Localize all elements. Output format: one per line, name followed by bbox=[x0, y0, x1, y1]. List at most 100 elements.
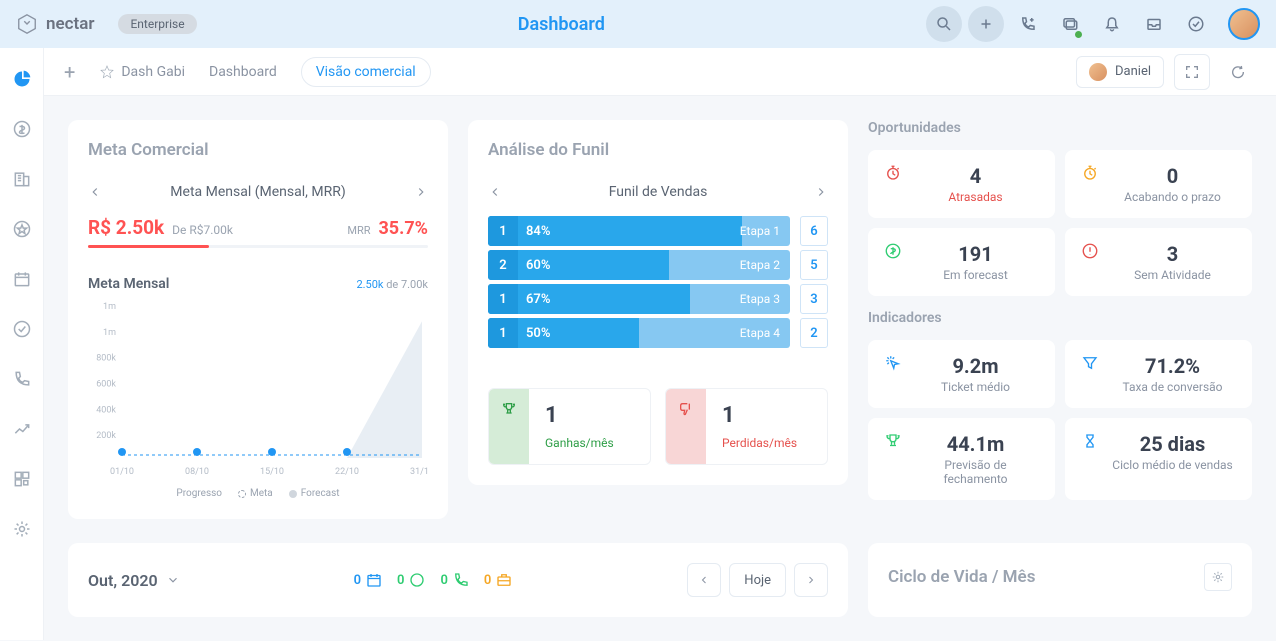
tab-dash-gabi[interactable]: Dash Gabi bbox=[99, 64, 185, 80]
sidebar-item-star[interactable] bbox=[11, 218, 33, 240]
stat-card[interactable]: 191 Em forecast bbox=[868, 228, 1055, 296]
svg-text:400k: 400k bbox=[96, 405, 116, 415]
calendar-stat: 0 bbox=[354, 571, 383, 589]
sidebar-item-money[interactable] bbox=[11, 118, 33, 140]
losses-card: 1 Perdidas/mês bbox=[665, 388, 828, 465]
sidebar-item-settings[interactable] bbox=[11, 518, 33, 540]
funnel-count: 2 bbox=[800, 318, 828, 348]
plus-icon bbox=[977, 15, 995, 33]
stat-label: Acabando o prazo bbox=[1109, 190, 1236, 204]
sidebar-item-dashboard[interactable] bbox=[11, 68, 33, 90]
section-title-indicators: Indicadores bbox=[868, 310, 1252, 326]
funnel-bar-num: 1 bbox=[488, 216, 518, 246]
svg-text:1m: 1m bbox=[103, 302, 116, 312]
stopwatch-icon bbox=[884, 164, 902, 182]
user-avatar[interactable] bbox=[1228, 8, 1260, 40]
search-icon bbox=[935, 15, 953, 33]
funnel-bar[interactable]: 1 50% Etapa 4 bbox=[488, 318, 790, 348]
funnel-count: 5 bbox=[800, 250, 828, 280]
svg-text:31/10: 31/10 bbox=[410, 467, 428, 477]
win-lose-row: 1 Ganhas/mês 1 Perdidas/mês bbox=[488, 388, 828, 465]
prev-button[interactable] bbox=[687, 563, 721, 597]
enterprise-badge: Enterprise bbox=[118, 14, 196, 34]
today-button[interactable]: Hoje bbox=[729, 563, 786, 597]
refresh-button[interactable] bbox=[1220, 54, 1256, 90]
meta-comercial-card: Meta Comercial Meta Mensal (Mensal, MRR)… bbox=[68, 120, 448, 519]
funnel-bar[interactable]: 1 84% Etapa 1 bbox=[488, 216, 790, 246]
sidebar-item-analytics[interactable] bbox=[11, 418, 33, 440]
stat-value: 9.2m bbox=[912, 354, 1039, 378]
chevron-right-icon[interactable] bbox=[814, 185, 828, 199]
sidebar-item-calendar[interactable] bbox=[11, 268, 33, 290]
lifecycle-settings-button[interactable] bbox=[1204, 563, 1232, 591]
stat-value: 71.2% bbox=[1109, 354, 1236, 378]
stat-card[interactable]: 0 Acabando o prazo bbox=[1065, 150, 1252, 218]
chevron-left-icon[interactable] bbox=[88, 185, 102, 199]
svg-text:15/10: 15/10 bbox=[260, 467, 284, 477]
sidebar-item-calls[interactable] bbox=[11, 368, 33, 390]
meta-selector[interactable]: Meta Mensal (Mensal, MRR) bbox=[88, 176, 428, 216]
stat-card[interactable]: 4 Atrasadas bbox=[868, 150, 1055, 218]
trophy-icon bbox=[884, 432, 902, 450]
funnel-row: 1 84% Etapa 1 6 bbox=[488, 216, 828, 246]
check-button[interactable] bbox=[1178, 6, 1214, 42]
tab-dashboard[interactable]: Dashboard bbox=[209, 64, 277, 80]
stat-card[interactable]: 3 Sem Atividade bbox=[1065, 228, 1252, 296]
brand-logo[interactable]: nectar bbox=[16, 13, 94, 35]
stat-label: Previsão de fechamento bbox=[912, 458, 1039, 486]
meta-values: R$ 2.50k De R$7.00k MRR 35.7% bbox=[88, 216, 428, 239]
funnel-bar-label: Etapa 2 bbox=[740, 258, 780, 272]
right-column: Oportunidades 4 Atrasadas 0 Acabando o p… bbox=[868, 120, 1252, 500]
stat-card[interactable]: 44.1m Previsão de fechamento bbox=[868, 418, 1055, 500]
chevron-left-icon[interactable] bbox=[488, 185, 502, 199]
add-tab-button[interactable]: + bbox=[64, 60, 75, 84]
lifecycle-card: Ciclo de Vida / Mês bbox=[868, 543, 1252, 617]
svg-text:22/10: 22/10 bbox=[335, 467, 359, 477]
funnel-bar-num: 2 bbox=[488, 250, 518, 280]
tab-visao-comercial[interactable]: Visão comercial bbox=[301, 57, 431, 87]
funnel-count: 3 bbox=[800, 284, 828, 314]
funnel-bar[interactable]: 2 60% Etapa 2 bbox=[488, 250, 790, 280]
brand-icon bbox=[16, 13, 38, 35]
funnel-bar-label: Etapa 4 bbox=[740, 326, 780, 340]
wins-label: Ganhas/mês bbox=[545, 436, 634, 450]
stat-card[interactable]: 71.2% Taxa de conversão bbox=[1065, 340, 1252, 408]
refresh-icon bbox=[1230, 64, 1246, 80]
funnel-bar[interactable]: 1 67% Etapa 3 bbox=[488, 284, 790, 314]
sidebar-item-tasks[interactable] bbox=[11, 318, 33, 340]
funnel-selector[interactable]: Funil de Vendas bbox=[488, 176, 828, 216]
legend-item: Forecast bbox=[289, 488, 340, 499]
month-selector[interactable]: Out, 2020 bbox=[88, 571, 180, 590]
alert-icon bbox=[1081, 242, 1099, 260]
meta-target: De R$7.00k bbox=[172, 223, 233, 237]
chat-button[interactable] bbox=[1052, 6, 1088, 42]
stat-value: 0 bbox=[1109, 164, 1236, 188]
dollar-circle-icon bbox=[884, 242, 902, 260]
search-button[interactable] bbox=[926, 6, 962, 42]
losses-value: 1 bbox=[722, 403, 811, 428]
funnel-bar-label: Etapa 1 bbox=[740, 224, 780, 238]
stat-card[interactable]: 25 dias Ciclo médio de vendas bbox=[1065, 418, 1252, 500]
stat-value: 0 bbox=[354, 573, 361, 588]
calendar-card: Out, 2020 0000 Hoje bbox=[68, 543, 848, 617]
next-button[interactable] bbox=[794, 563, 828, 597]
indicators-grid: 9.2m Ticket médio 71.2% Taxa de conversã… bbox=[868, 340, 1252, 500]
inbox-button[interactable] bbox=[1136, 6, 1172, 42]
notifications-button[interactable] bbox=[1094, 6, 1130, 42]
cursor-click-icon bbox=[884, 354, 902, 372]
sidebar-item-apps[interactable] bbox=[11, 468, 33, 490]
stat-value: 4 bbox=[912, 164, 1039, 188]
calendar-nav: Hoje bbox=[687, 563, 828, 597]
sidebar-item-company[interactable] bbox=[11, 168, 33, 190]
chevron-right-icon[interactable] bbox=[414, 185, 428, 199]
user-filter-chip[interactable]: Daniel bbox=[1076, 56, 1164, 88]
fullscreen-button[interactable] bbox=[1174, 54, 1210, 90]
call-button[interactable] bbox=[1010, 6, 1046, 42]
svg-text:1m: 1m bbox=[103, 328, 116, 338]
add-button[interactable] bbox=[968, 6, 1004, 42]
funnel-bar-num: 1 bbox=[488, 318, 518, 348]
sidebar bbox=[0, 48, 44, 640]
stat-card[interactable]: 9.2m Ticket médio bbox=[868, 340, 1055, 408]
header-actions bbox=[926, 6, 1260, 42]
stat-label: Ticket médio bbox=[912, 380, 1039, 394]
